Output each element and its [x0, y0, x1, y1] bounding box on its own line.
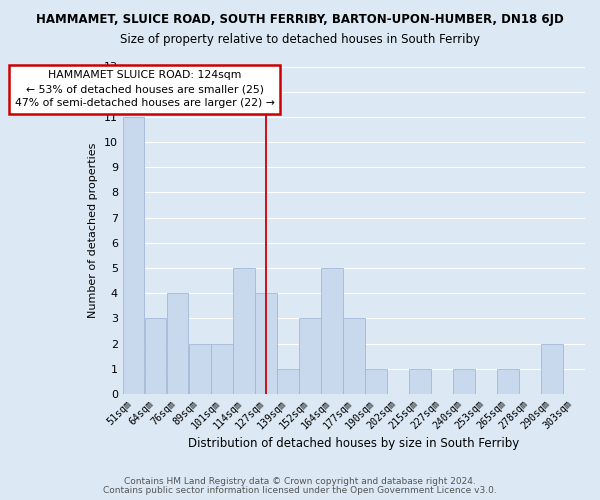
Text: HAMMAMET, SLUICE ROAD, SOUTH FERRIBY, BARTON-UPON-HUMBER, DN18 6JD: HAMMAMET, SLUICE ROAD, SOUTH FERRIBY, BA…: [36, 12, 564, 26]
Bar: [453, 369, 475, 394]
Bar: [365, 369, 386, 394]
Bar: [409, 369, 431, 394]
Bar: [189, 344, 211, 394]
Text: Contains public sector information licensed under the Open Government Licence v3: Contains public sector information licen…: [103, 486, 497, 495]
Y-axis label: Number of detached properties: Number of detached properties: [88, 142, 98, 318]
Bar: [299, 318, 320, 394]
Bar: [123, 117, 145, 394]
X-axis label: Distribution of detached houses by size in South Ferriby: Distribution of detached houses by size …: [188, 437, 520, 450]
Bar: [167, 294, 188, 394]
Text: Contains HM Land Registry data © Crown copyright and database right 2024.: Contains HM Land Registry data © Crown c…: [124, 477, 476, 486]
Bar: [321, 268, 343, 394]
Bar: [255, 294, 277, 394]
Bar: [211, 344, 233, 394]
Bar: [233, 268, 254, 394]
Bar: [541, 344, 563, 394]
Bar: [277, 369, 299, 394]
Bar: [145, 318, 166, 394]
Text: Size of property relative to detached houses in South Ferriby: Size of property relative to detached ho…: [120, 32, 480, 46]
Text: HAMMAMET SLUICE ROAD: 124sqm
← 53% of detached houses are smaller (25)
47% of se: HAMMAMET SLUICE ROAD: 124sqm ← 53% of de…: [15, 70, 275, 108]
Bar: [343, 318, 365, 394]
Bar: [497, 369, 518, 394]
